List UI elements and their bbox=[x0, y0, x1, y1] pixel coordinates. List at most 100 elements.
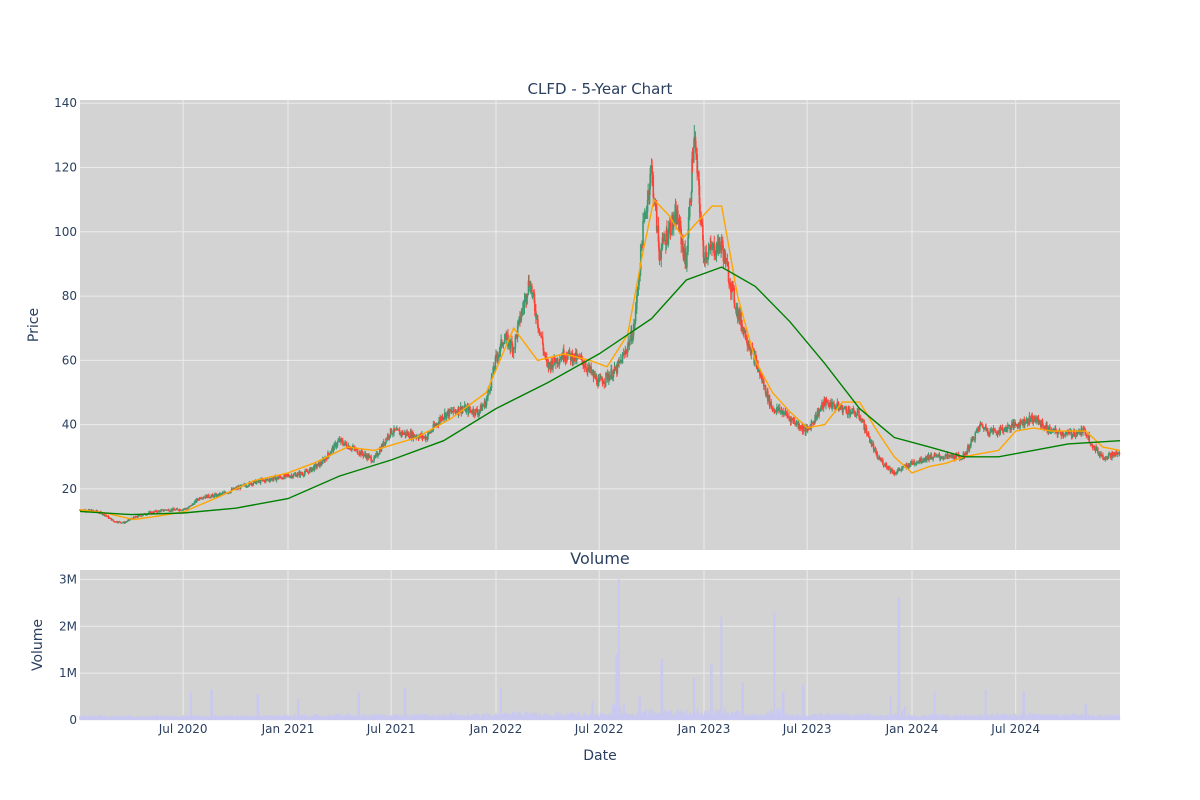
candle-body bbox=[884, 463, 887, 466]
candle-body bbox=[656, 225, 659, 231]
candle-body bbox=[860, 420, 863, 422]
candle-body bbox=[328, 454, 330, 456]
candle-body bbox=[258, 480, 260, 482]
volume-bar bbox=[471, 715, 473, 720]
candle-body bbox=[495, 354, 497, 357]
volume-bar bbox=[785, 714, 787, 720]
volume-bar bbox=[498, 716, 501, 720]
volume-bar bbox=[899, 715, 901, 720]
candle-body bbox=[450, 410, 453, 413]
candle-body bbox=[820, 407, 822, 410]
volume-bar bbox=[787, 714, 789, 720]
candle-body bbox=[1001, 427, 1004, 430]
candle-body bbox=[1054, 428, 1056, 432]
volume-bar bbox=[519, 713, 521, 720]
candle-body bbox=[1057, 432, 1059, 435]
candle-body bbox=[279, 476, 282, 478]
candle-body bbox=[203, 496, 206, 498]
candle-body bbox=[1010, 423, 1013, 428]
candle-body bbox=[993, 428, 996, 431]
candle-body bbox=[426, 436, 429, 440]
candle-body bbox=[208, 497, 211, 499]
candle-body bbox=[134, 517, 137, 519]
candle-body bbox=[345, 443, 348, 448]
volume-bar bbox=[656, 713, 658, 720]
volume-bar bbox=[828, 713, 831, 720]
candle-body bbox=[857, 410, 859, 412]
candle-body bbox=[524, 294, 526, 300]
candle-body bbox=[687, 216, 690, 238]
volume-bar bbox=[513, 712, 515, 720]
volume-bar bbox=[814, 713, 817, 720]
candle-body bbox=[229, 492, 231, 494]
price-tick-label: 80 bbox=[62, 289, 77, 303]
candle-body bbox=[448, 409, 451, 417]
candle-body bbox=[188, 506, 191, 508]
volume-bar bbox=[616, 654, 618, 720]
volume-bar bbox=[919, 717, 921, 720]
candle-body bbox=[474, 408, 477, 416]
candle-body bbox=[268, 479, 270, 481]
candle-body bbox=[812, 422, 814, 424]
volume-bar bbox=[958, 716, 960, 720]
candle-body bbox=[803, 426, 806, 428]
candle-body bbox=[955, 454, 957, 460]
candle-body bbox=[343, 443, 346, 446]
volume-bar bbox=[520, 714, 523, 720]
candle-body bbox=[866, 432, 868, 436]
candle-body bbox=[1016, 426, 1019, 428]
candle-body bbox=[1071, 436, 1073, 438]
volume-bar bbox=[539, 712, 541, 720]
volume-bar bbox=[113, 715, 115, 720]
volume-bar bbox=[271, 715, 273, 720]
volume-bar bbox=[647, 715, 649, 720]
candle-body bbox=[776, 407, 778, 410]
volume-bar bbox=[1053, 714, 1055, 720]
candle-body bbox=[952, 455, 954, 457]
volume-bar bbox=[148, 715, 150, 720]
candle-body bbox=[262, 479, 264, 481]
volume-bar bbox=[96, 715, 99, 720]
candle-body bbox=[911, 461, 913, 464]
candle-body bbox=[377, 455, 379, 457]
volume-bar bbox=[420, 714, 422, 720]
volume-bar bbox=[683, 713, 686, 720]
candle-body bbox=[968, 447, 971, 450]
candle-body bbox=[643, 219, 645, 221]
volume-bar bbox=[429, 716, 431, 720]
volume-bar bbox=[319, 715, 321, 720]
candle-body bbox=[944, 454, 947, 457]
candle-body bbox=[489, 388, 492, 391]
volume-bar bbox=[517, 713, 519, 720]
candle-body bbox=[1116, 453, 1119, 455]
volume-bar bbox=[330, 714, 332, 720]
volume-bar bbox=[155, 717, 158, 720]
candle-body bbox=[891, 471, 894, 474]
volume-bar bbox=[500, 687, 502, 720]
candle-body bbox=[675, 208, 677, 224]
volume-bar bbox=[259, 716, 262, 720]
volume-bar bbox=[836, 715, 839, 720]
candle-body bbox=[316, 466, 318, 468]
volume-bar bbox=[216, 716, 218, 720]
volume-bar bbox=[603, 713, 605, 720]
volume-bar bbox=[738, 713, 741, 720]
candle-body bbox=[942, 457, 945, 459]
volume-bar bbox=[1055, 715, 1057, 720]
candle-body bbox=[552, 364, 554, 369]
candle-body bbox=[302, 475, 305, 477]
volume-bar bbox=[236, 714, 238, 720]
volume-bar bbox=[130, 717, 132, 720]
volume-bar bbox=[845, 713, 848, 720]
candle-body bbox=[199, 497, 202, 499]
candle-body bbox=[977, 428, 980, 431]
volume-bar bbox=[840, 714, 843, 720]
volume-bars bbox=[79, 579, 1121, 720]
candle-body bbox=[624, 351, 627, 354]
volume-bar bbox=[1060, 717, 1063, 720]
candle-body bbox=[996, 432, 998, 434]
volume-bar bbox=[867, 714, 870, 720]
candle-body bbox=[737, 310, 739, 319]
price-tick-label: 120 bbox=[54, 161, 77, 175]
candle-body bbox=[684, 248, 686, 261]
